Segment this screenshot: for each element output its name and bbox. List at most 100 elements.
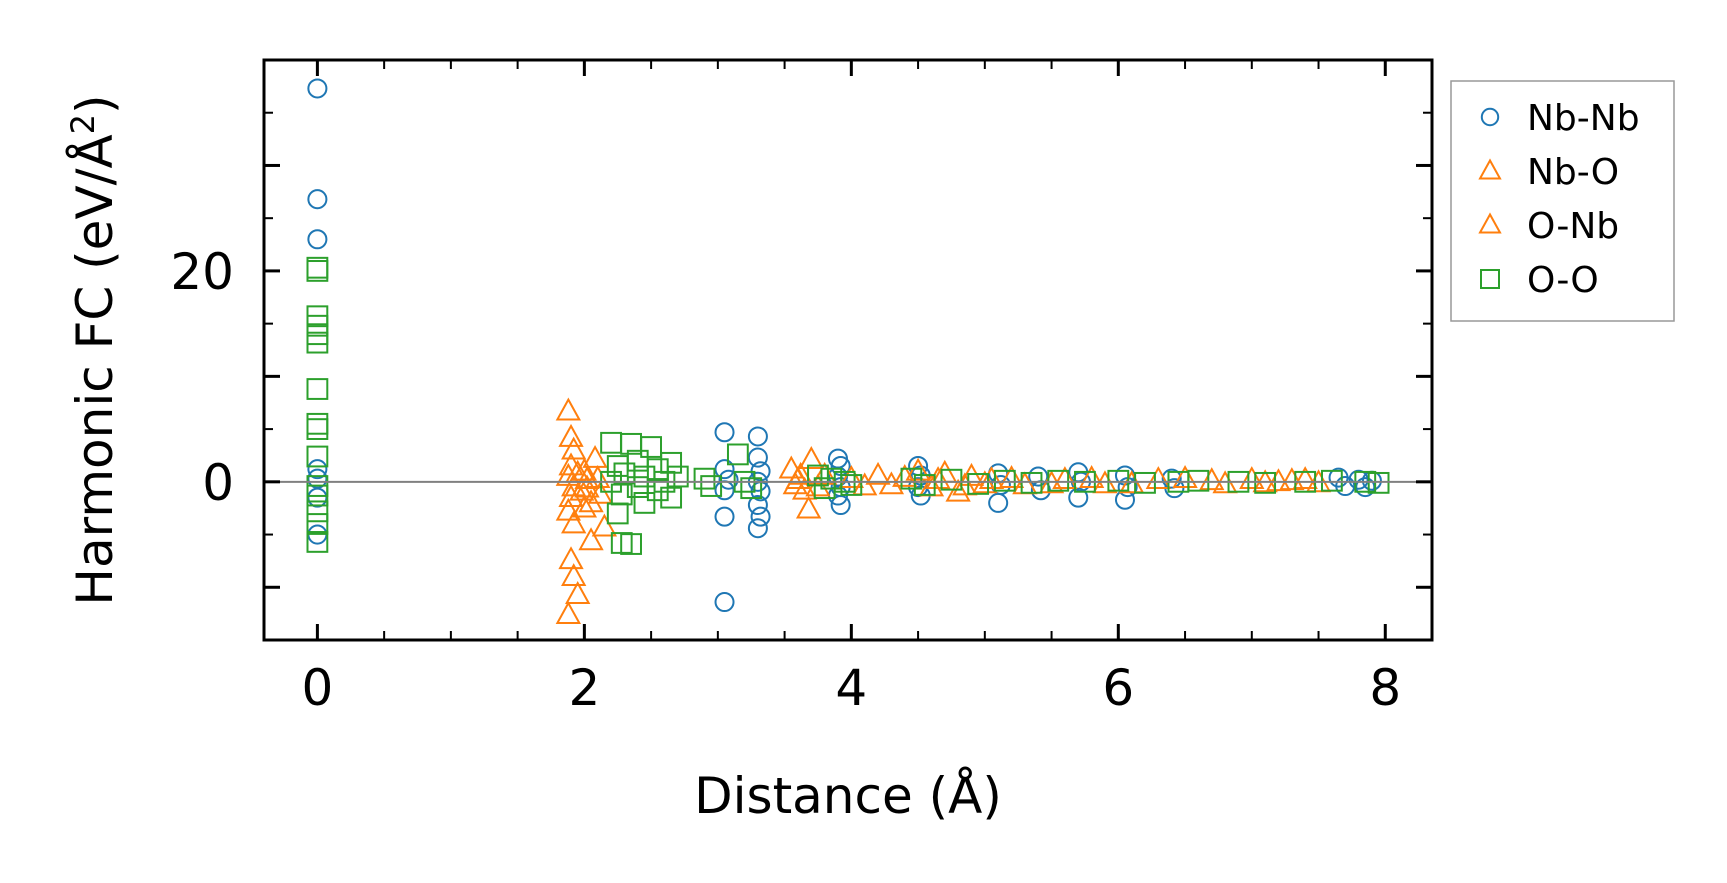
point-nb-nb-33 (988, 492, 1009, 513)
point-nb-o-11 (565, 581, 591, 604)
point-o-o-50 (1020, 471, 1043, 494)
point-nb-nb-19 (750, 506, 771, 527)
point-o-o-62 (1367, 471, 1390, 494)
point-nb-nb-1 (307, 189, 328, 210)
point-nb-nb-7 (714, 422, 735, 443)
y-tick-labels: 0 20 (170, 243, 234, 512)
legend-box (1450, 80, 1675, 322)
y-tick-label: 0 (202, 454, 234, 512)
point-o-o-40 (807, 464, 829, 487)
point-nb-nb-34 (1028, 466, 1049, 487)
point-nb-o-20 (587, 480, 614, 504)
point-o-nb-8 (892, 463, 918, 487)
point-o-o-49 (993, 469, 1016, 492)
point-o-nb-3 (574, 466, 600, 490)
point-nb-o-8 (561, 510, 587, 534)
point-o-nb-9 (925, 466, 951, 490)
point-o-o-11 (306, 484, 329, 507)
point-o-o-21 (620, 533, 642, 555)
y-axis-label-main: Harmonic FC (eV/Å (66, 134, 124, 605)
point-o-nb-13 (1052, 466, 1078, 490)
x-tick-label: 0 (301, 659, 333, 717)
point-o-o-6 (306, 378, 329, 400)
point-nb-o-36 (998, 465, 1025, 488)
point-nb-nb-5 (307, 487, 328, 508)
point-o-o-27 (633, 492, 656, 514)
point-nb-o-25 (795, 495, 822, 519)
plot-frame (262, 58, 1434, 642)
point-o-o-8 (306, 418, 329, 440)
point-nb-nb-42 (1161, 468, 1182, 489)
point-o-nb-11 (978, 466, 1005, 490)
legend-label-o-o: O-O (1527, 260, 1599, 301)
point-o-o-53 (1107, 469, 1130, 492)
legend-label-nb-o: Nb-O (1527, 152, 1619, 193)
point-o-o-44 (840, 474, 863, 496)
axis-ticks (264, 58, 1432, 641)
legend-marker-nb-o (1478, 158, 1502, 180)
x-tick-label: 6 (1102, 659, 1134, 717)
point-o-o-37 (726, 443, 749, 466)
point-nb-o-10 (561, 563, 587, 587)
point-nb-o-38 (1078, 465, 1105, 488)
y-axis-label: Harmonic FC (eV/Å2) (64, 94, 124, 605)
point-nb-o-44 (1292, 466, 1318, 490)
point-o-o-19 (606, 502, 629, 525)
point-nb-o-7 (555, 497, 582, 521)
point-nb-nb-20 (747, 518, 768, 539)
legend-marker-nb-nb (1480, 107, 1500, 127)
point-o-o-36 (700, 475, 723, 497)
point-nb-nb-18 (747, 494, 768, 516)
x-tick-label: 8 (1369, 659, 1401, 717)
point-nb-nb-9 (718, 469, 739, 490)
point-o-o-14 (306, 531, 329, 553)
point-nb-o-19 (591, 513, 618, 537)
x-tick-label: 4 (835, 659, 867, 717)
point-nb-o-43 (1265, 468, 1292, 492)
point-nb-o-15 (578, 489, 604, 513)
point-o-o-16 (606, 455, 629, 477)
point-nb-nb-41 (1114, 489, 1136, 510)
point-o-o-51 (1047, 469, 1070, 492)
point-nb-o-21 (778, 455, 804, 479)
point-nb-o-1 (558, 423, 584, 447)
point-o-o-35 (693, 467, 716, 490)
point-nb-o-33 (945, 478, 971, 502)
point-o-o-56 (1187, 469, 1210, 492)
legend-label-o-nb: O-Nb (1527, 206, 1619, 247)
x-axis-label: Distance (Å) (694, 767, 1002, 825)
point-nb-nb-45 (1335, 476, 1356, 497)
point-o-o-28 (640, 436, 663, 458)
point-nb-nb-38 (1068, 487, 1089, 508)
point-o-o-30 (646, 479, 669, 502)
legend-label-nb-nb: Nb-Nb (1527, 98, 1640, 139)
point-nb-o-26 (811, 461, 838, 485)
y-axis-label-close: ) (66, 94, 124, 114)
point-nb-nb-14 (747, 447, 768, 468)
point-nb-o-0 (555, 397, 582, 421)
legend-marker-o-nb (1478, 212, 1502, 234)
point-o-o-45 (900, 467, 923, 490)
point-o-nb-10 (952, 472, 978, 496)
point-nb-o-16 (582, 444, 608, 468)
point-nb-nb-26 (830, 494, 851, 516)
point-nb-o-40 (1172, 465, 1198, 488)
point-o-o-29 (646, 458, 669, 481)
point-o-nb-7 (852, 472, 878, 496)
data-points (306, 78, 1390, 625)
point-o-o-7 (306, 412, 329, 435)
point-o-o-33 (666, 465, 689, 488)
point-nb-nb-3 (307, 459, 328, 480)
point-nb-o-28 (865, 461, 891, 485)
point-nb-nb-2 (307, 229, 328, 250)
point-nb-nb-11 (714, 506, 735, 527)
point-nb-o-12 (555, 601, 582, 625)
point-nb-o-29 (878, 471, 905, 495)
point-nb-nb-46 (1348, 469, 1369, 490)
point-nb-o-27 (838, 465, 865, 488)
point-o-o-34 (660, 451, 683, 474)
x-tick-label: 2 (568, 659, 600, 717)
y-axis-label-superscript: 2 (64, 114, 102, 134)
point-o-o-58 (1254, 471, 1277, 494)
